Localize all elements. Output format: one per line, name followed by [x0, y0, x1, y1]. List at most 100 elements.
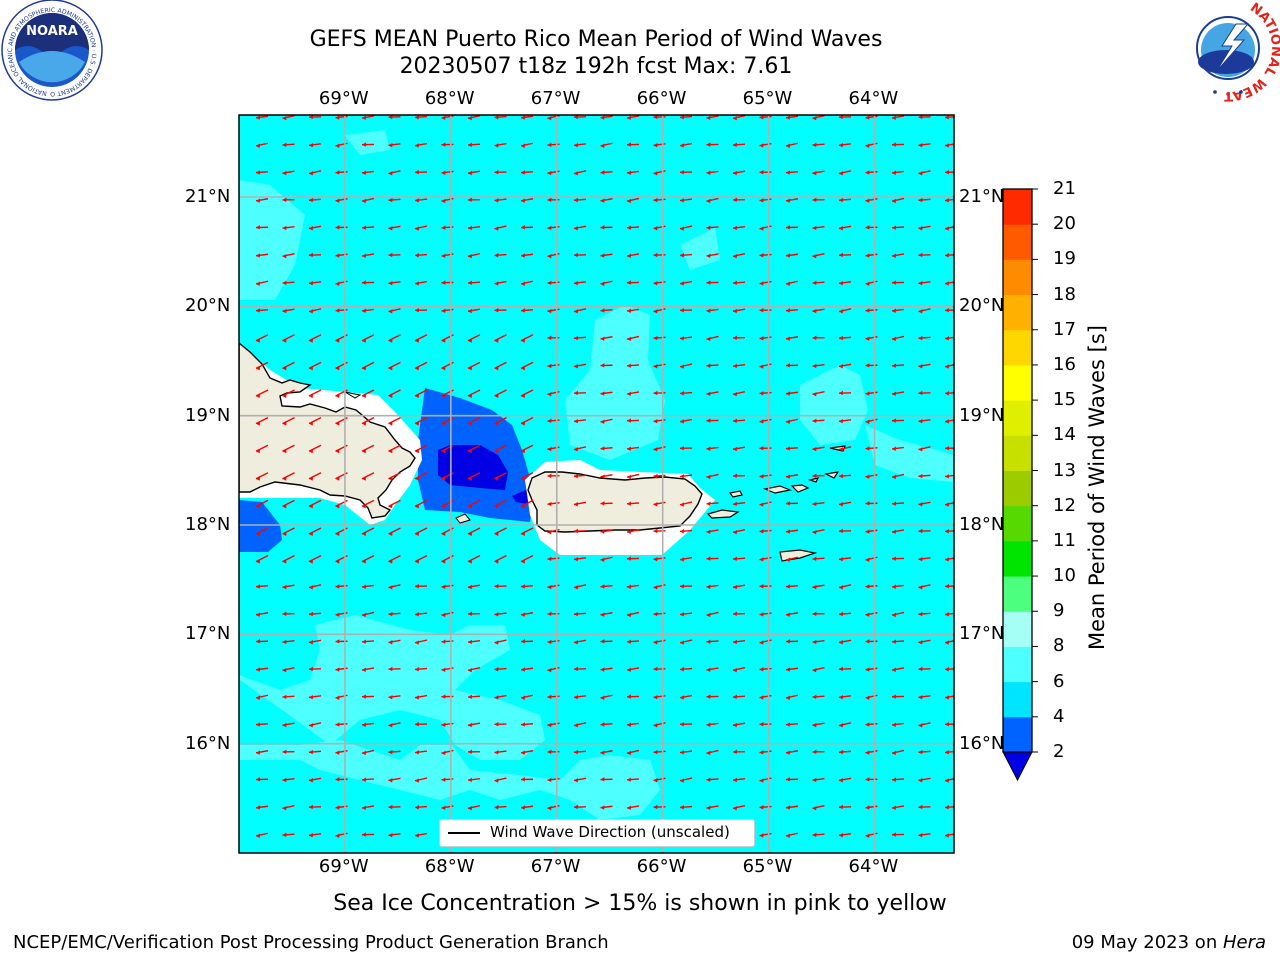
colorbar-tick-label: 18 — [1053, 283, 1076, 305]
wave-direction-arrow — [388, 115, 401, 120]
wave-direction-arrow — [891, 418, 905, 423]
wave-direction-arrow — [361, 280, 375, 285]
legend-label: Wind Wave Direction (unscaled) — [490, 823, 730, 841]
wave-direction-arrow — [600, 336, 613, 341]
wave-direction-arrow — [308, 777, 322, 783]
wave-direction-arrow — [600, 474, 613, 479]
colorbar-segment — [1003, 435, 1032, 471]
wave-direction-arrow — [732, 418, 746, 424]
wave-direction-arrow — [626, 639, 640, 644]
wave-direction-arrow — [706, 170, 719, 175]
wave-direction-arrow — [944, 805, 954, 810]
wave-direction-arrow — [865, 280, 878, 286]
wave-direction-arrow — [891, 280, 905, 285]
wave-direction-arrow — [812, 528, 825, 535]
wave-direction-arrow — [361, 444, 375, 454]
wave-direction-arrow — [388, 694, 401, 700]
wave-direction-arrow — [732, 390, 746, 397]
wave-direction-arrow — [732, 666, 746, 673]
wave-direction-arrow — [679, 750, 693, 755]
wave-direction-arrow — [520, 750, 534, 755]
wave-direction-arrow — [600, 805, 613, 810]
wave-direction-arrow — [759, 307, 772, 313]
colorbar-tick-label: 2 — [1053, 741, 1065, 762]
wave-direction-arrow — [282, 584, 295, 590]
wave-direction-arrow — [494, 639, 507, 645]
wave-direction-arrow — [388, 416, 401, 426]
wave-direction-arrow — [573, 584, 587, 590]
wave-direction-arrow — [944, 612, 954, 617]
wave-direction-arrow — [626, 418, 640, 423]
wave-direction-arrow — [600, 198, 613, 203]
wave-direction-arrow — [467, 115, 481, 121]
wave-direction-arrow — [494, 198, 507, 203]
wave-direction-arrow — [759, 474, 772, 479]
wave-direction-arrow — [812, 694, 825, 700]
wave-direction-arrow — [494, 416, 507, 426]
wave-direction-arrow — [414, 142, 428, 148]
wave-direction-arrow — [600, 115, 613, 120]
wave-direction-arrow — [785, 722, 799, 727]
wave-direction-arrow — [918, 528, 931, 534]
colorbar-tick-label: 6 — [1053, 670, 1065, 692]
wave-direction-arrow — [414, 554, 428, 564]
wave-direction-arrow — [573, 142, 587, 148]
wave-direction-arrow — [600, 667, 613, 672]
wave-direction-arrow — [600, 280, 613, 286]
wave-direction-arrow — [626, 335, 640, 342]
wave-direction-arrow — [494, 361, 507, 371]
wave-direction-arrow — [785, 694, 799, 700]
wave-direction-arrow — [918, 170, 931, 176]
wave-direction-arrow — [494, 253, 507, 258]
wave-direction-arrow — [838, 473, 852, 479]
wave-direction-arrow — [812, 252, 825, 259]
wave-direction-arrow — [520, 612, 534, 617]
wave-direction-arrow — [414, 832, 428, 838]
wave-direction-arrow — [388, 170, 401, 176]
wave-direction-arrow — [838, 418, 852, 424]
wave-direction-arrow — [812, 501, 825, 507]
wave-direction-arrow — [282, 804, 295, 811]
wave-direction-arrow — [785, 446, 799, 451]
wave-direction-arrow — [600, 501, 613, 506]
wave-direction-arrow — [494, 583, 507, 589]
wave-direction-arrow — [679, 280, 693, 286]
wave-direction-arrow — [838, 722, 852, 728]
wave-direction-arrow — [706, 335, 719, 342]
wave-direction-arrow — [573, 639, 587, 645]
wave-direction-arrow — [308, 444, 322, 454]
colorbar-under-extension — [1002, 751, 1033, 782]
map-area — [239, 115, 954, 853]
wave-direction-arrow — [282, 832, 295, 838]
wave-direction-arrow — [308, 832, 322, 838]
wave-direction-arrow — [838, 142, 852, 148]
wave-direction-arrow — [573, 115, 587, 120]
wave-direction-arrow — [282, 527, 295, 536]
wave-direction-arrow — [732, 777, 746, 783]
wave-direction-arrow — [785, 170, 799, 175]
wave-direction-arrow — [308, 749, 322, 755]
lon-bottom-label: 68°W — [424, 856, 475, 877]
wave-direction-arrow — [308, 666, 322, 672]
wave-direction-arrow — [414, 499, 428, 509]
wave-direction-arrow — [388, 832, 401, 838]
wave-direction-arrow — [520, 694, 534, 700]
colorbar-segment — [1003, 716, 1032, 753]
wave-direction-arrow — [414, 444, 428, 454]
wave-direction-arrow — [785, 474, 799, 479]
wave-direction-arrow — [812, 611, 825, 616]
wave-direction-arrow — [282, 280, 295, 286]
wave-direction-arrow — [759, 832, 772, 838]
wave-direction-arrow — [494, 334, 507, 343]
wave-direction-arrow — [361, 361, 375, 371]
wave-direction-arrow — [918, 280, 931, 286]
wave-direction-arrow — [361, 416, 375, 426]
wave-direction-arrow — [626, 280, 640, 285]
wave-direction-arrow — [891, 335, 905, 342]
wave-direction-arrow — [838, 584, 852, 590]
wave-direction-arrow — [388, 389, 401, 398]
wave-direction-arrow — [838, 501, 852, 507]
wave-direction-arrow — [573, 418, 587, 424]
footer-date: 09 May 2023 on Hera — [1072, 932, 1266, 953]
wave-direction-arrow — [467, 308, 481, 314]
